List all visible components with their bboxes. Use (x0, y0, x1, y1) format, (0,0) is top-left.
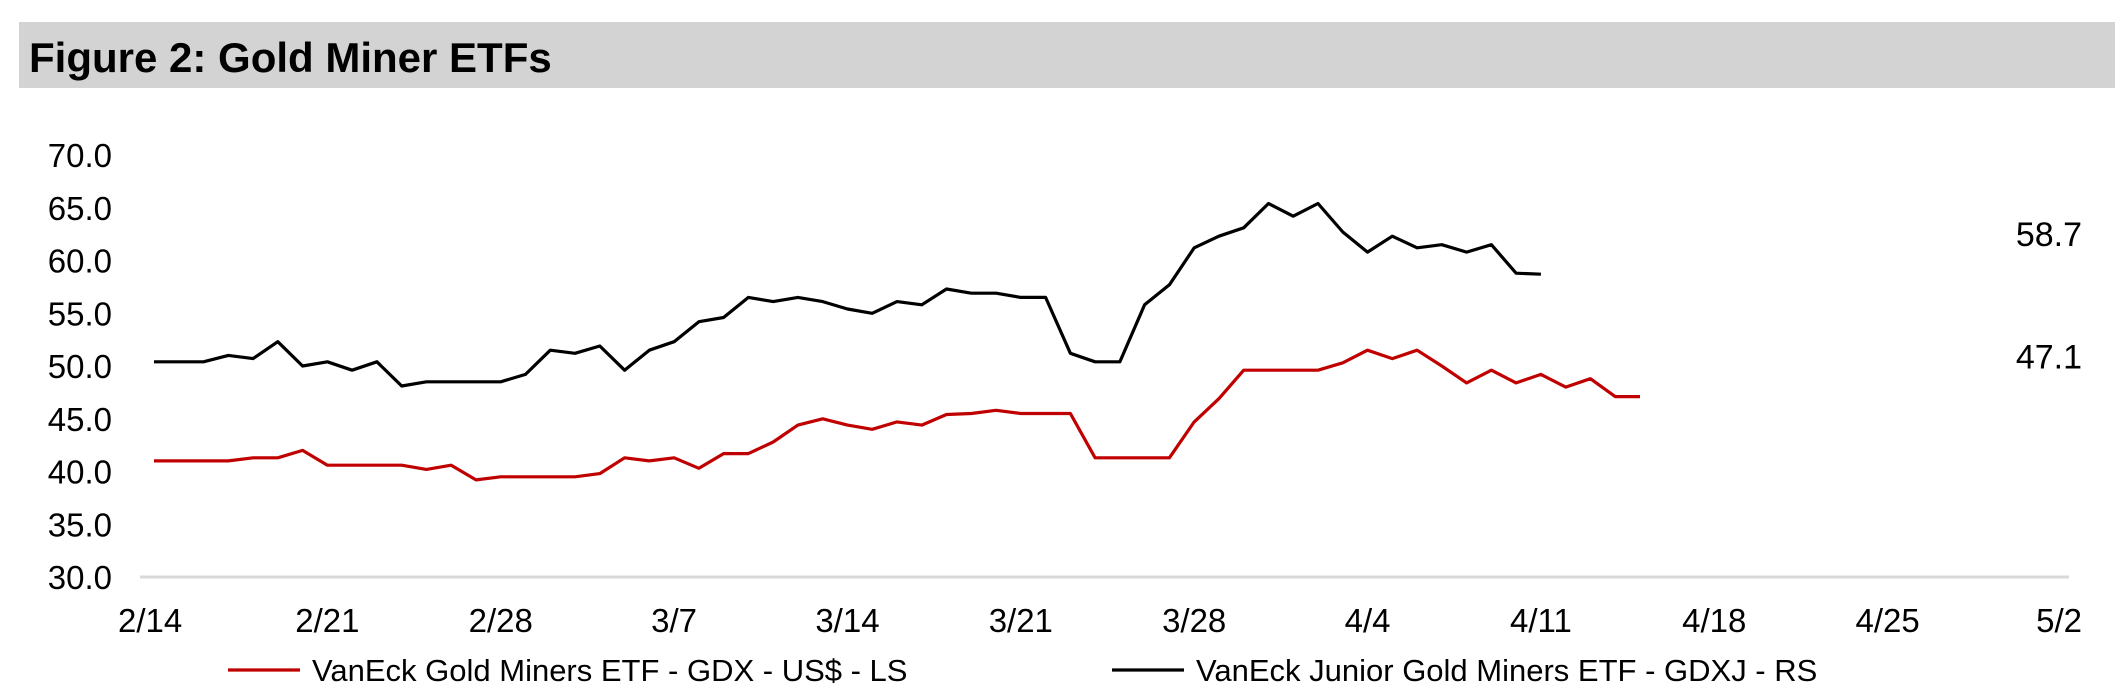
x-tick-label: 4/18 (1682, 602, 1746, 639)
legend: VanEck Gold Miners ETF - GDX - US$ - LS V… (228, 653, 1817, 688)
x-tick-label: 5/2 (2036, 602, 2082, 639)
end-value-label: 58.7 (2016, 216, 2082, 254)
x-tick-label: 3/28 (1162, 602, 1226, 639)
legend-label: VanEck Gold Miners ETF - GDX - US$ - LS (312, 653, 907, 688)
y-tick-label: 35.0 (48, 506, 112, 543)
series-group: 47.1 58.7 (154, 201, 2082, 482)
x-tick-label: 2/28 (469, 602, 533, 639)
y-tick-label: 65.0 (48, 190, 112, 227)
y-tick-label: 70.0 (48, 137, 112, 174)
series-line-gdxj (154, 201, 1541, 388)
title-bar: Figure 2: Gold Miner ETFs (19, 22, 2115, 88)
x-tick-label: 2/14 (118, 602, 182, 639)
y-tick-label: 30.0 (48, 559, 112, 596)
x-tick-label: 4/25 (1856, 602, 1920, 639)
x-tick-label: 4/4 (1345, 602, 1391, 639)
legend-label: VanEck Junior Gold Miners ETF - GDXJ - R… (1196, 653, 1817, 688)
x-tick-label: 2/21 (295, 602, 359, 639)
x-axis-ticks: 2/14 2/21 2/28 3/7 3/14 3/21 3/28 4/4 4/11 4/18 4/… (118, 602, 2082, 639)
x-tick-label: 4/11 (1510, 602, 1572, 639)
series-line-gdx (154, 348, 1640, 482)
y-axis-ticks: 30.0 35.0 40.0 45.0 50.0 55.0 60.0 65.0 70.0 (48, 137, 112, 596)
y-tick-label: 60.0 (48, 243, 112, 280)
x-tick-label: 3/14 (815, 602, 879, 639)
y-tick-label: 40.0 (48, 454, 112, 491)
end-value-label: 47.1 (2016, 339, 2082, 377)
chart-title: Figure 2: Gold Miner ETFs (29, 34, 552, 81)
y-tick-label: 50.0 (48, 348, 112, 385)
x-tick-label: 3/21 (989, 602, 1053, 639)
y-tick-label: 45.0 (48, 401, 112, 438)
y-tick-label: 55.0 (48, 295, 112, 332)
x-tick-label: 3/7 (651, 602, 697, 639)
